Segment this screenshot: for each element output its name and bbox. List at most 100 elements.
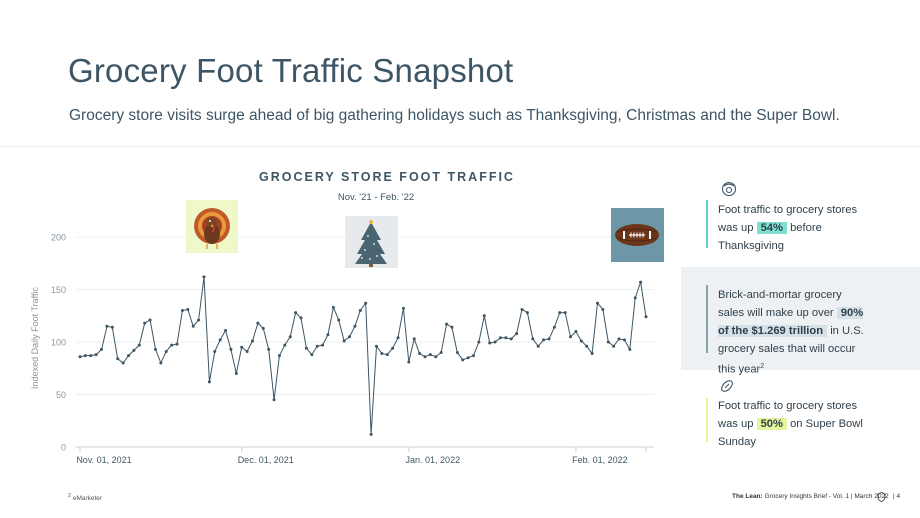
data-point (622, 338, 626, 342)
data-point (121, 361, 125, 365)
data-point (294, 311, 298, 315)
y-tick-label: 200 (51, 233, 66, 243)
data-point (148, 318, 152, 322)
page-subtitle: Grocery store visits surge ahead of big … (69, 107, 840, 124)
data-point (207, 380, 211, 384)
ecommerce-text-before: Brick-and-mortar grocery sales will make… (718, 289, 842, 319)
data-point (272, 398, 276, 402)
data-point (94, 353, 98, 357)
data-point (407, 360, 411, 364)
data-point (455, 351, 459, 354)
data-point (423, 355, 427, 359)
data-point (579, 339, 583, 343)
data-point (342, 339, 346, 343)
data-point (450, 325, 454, 329)
data-point (461, 358, 465, 362)
ecommerce-text-after: in U.S. grocery sales that will occur th… (718, 325, 864, 376)
data-point (180, 309, 184, 312)
data-point (504, 336, 508, 340)
data-point (197, 318, 201, 322)
data-point (175, 342, 179, 346)
data-point (612, 344, 616, 348)
data-point (472, 354, 476, 358)
data-point (153, 347, 157, 351)
data-point (418, 352, 422, 356)
data-point (391, 346, 395, 350)
data-point (574, 330, 578, 333)
data-point (326, 333, 330, 337)
data-point (100, 347, 104, 351)
data-point (364, 301, 368, 305)
data-point (224, 328, 228, 332)
data-point (170, 343, 174, 347)
data-point (606, 340, 610, 344)
x-tick-label: Dec. 01, 2021 (238, 455, 294, 465)
data-point (498, 336, 502, 340)
data-point (127, 354, 131, 358)
data-point (369, 432, 373, 436)
data-point (315, 344, 319, 348)
data-point (245, 349, 249, 353)
data-point (531, 337, 535, 341)
x-tick-label: Feb. 01, 2022 (572, 455, 628, 465)
data-point (434, 355, 438, 359)
data-point (644, 315, 648, 319)
data-point (358, 309, 362, 312)
chart-title: GROCERY STORE FOOT TRAFFIC (259, 170, 515, 184)
data-point (445, 322, 449, 326)
footer-publication: Grocery Insights Brief - Vol. 1 | March … (764, 493, 889, 500)
data-point (542, 338, 546, 342)
data-point (304, 346, 308, 350)
data-point (353, 324, 357, 328)
data-point (563, 311, 567, 315)
data-point (428, 353, 432, 357)
y-tick-label: 150 (51, 285, 66, 295)
data-point (116, 357, 120, 361)
thanksgiving-text-after: before Thanksgiving (718, 222, 822, 252)
foot-traffic-chart: GROCERY STORE FOOT TRAFFIC Nov. '21 - Fe… (30, 170, 664, 465)
y-tick-label: 0 (61, 443, 66, 453)
data-point (385, 353, 389, 357)
data-point (137, 343, 141, 347)
christmas-tree-icon (345, 216, 398, 268)
data-point (110, 325, 114, 329)
data-point (536, 344, 540, 348)
data-point (585, 344, 589, 348)
data-point (164, 349, 168, 353)
x-tick-label: Jan. 01, 2022 (406, 455, 461, 465)
data-point (595, 301, 599, 305)
data-point (191, 324, 195, 328)
turkey-icon (186, 200, 238, 253)
chart-subtitle: Nov. '21 - Feb. '22 (338, 192, 414, 203)
data-point (493, 340, 497, 344)
data-point (283, 343, 287, 347)
superbowl-text-before: Foot traffic to grocery stores was up (718, 400, 858, 430)
data-point (558, 311, 562, 315)
data-point (396, 336, 400, 340)
data-point (488, 341, 492, 345)
data-point (331, 305, 335, 309)
data-point (401, 306, 405, 310)
data-point (132, 348, 136, 352)
data-point (628, 347, 632, 351)
data-point (213, 349, 217, 353)
page-number: | 4 (893, 493, 900, 500)
data-point (590, 352, 594, 356)
ecommerce-footnote-ref: 2 (760, 363, 765, 370)
data-point (267, 347, 271, 351)
data-point (633, 296, 637, 300)
data-point (105, 324, 109, 328)
header-divider (0, 146, 920, 147)
shield-logo-icon (877, 492, 886, 502)
data-point (78, 355, 82, 359)
football-outline-icon (721, 380, 733, 392)
y-tick-label: 50 (56, 390, 66, 400)
football-icon (611, 208, 664, 262)
data-point (202, 275, 206, 279)
data-point (547, 337, 551, 341)
superbowl-text-after: on Super Bowl Sunday (718, 418, 863, 448)
data-point (240, 345, 244, 349)
data-point (159, 361, 163, 365)
ecommerce-accent-bar (706, 285, 708, 353)
data-point (256, 321, 260, 325)
